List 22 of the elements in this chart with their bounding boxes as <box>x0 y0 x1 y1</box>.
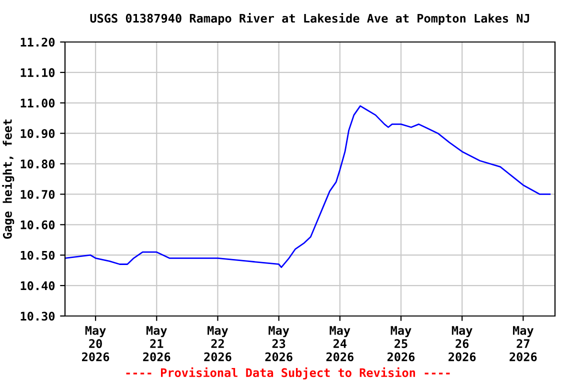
text: ---- Provisional Data Subject to Revision ---- <box>126 367 450 380</box>
y-tick-label: 10.50 <box>20 250 55 260</box>
x-tick-label: May 25 2026 <box>387 326 415 362</box>
y-tick-label: 10.90 <box>20 129 55 138</box>
y-tick-label: 11.20 <box>20 38 55 47</box>
y-tick-label: 10.70 <box>20 190 55 199</box>
y-tick-label: 10.80 <box>20 160 55 168</box>
x-tick-label: May 20 2026 <box>82 326 110 362</box>
y-tick-label: 10.30 <box>20 312 55 321</box>
x-tick-label: May 26 2026 <box>448 326 476 362</box>
x-tick-label: May 21 2026 <box>143 326 170 362</box>
y-tick-label: 11.10 <box>20 68 55 78</box>
y-tick-label: 11.00 <box>20 98 55 108</box>
y-tick-label: 10.60 <box>20 220 55 230</box>
x-tick-label: May 24 2026 <box>326 326 354 362</box>
x-tick-label: May 22 2026 <box>204 326 232 362</box>
line-series <box>65 105 551 268</box>
y-tick-label: 10.40 <box>20 281 55 290</box>
chart-title: USGS 01387940 Ramapo River at Lakeside Ave at Pompton Lakes NJ <box>90 12 530 26</box>
x-tick-label: May 27 2026 <box>510 326 537 362</box>
x-tick-label: May 23 2026 <box>265 326 292 362</box>
y-axis-title: Gage height, feet <box>2 120 14 239</box>
